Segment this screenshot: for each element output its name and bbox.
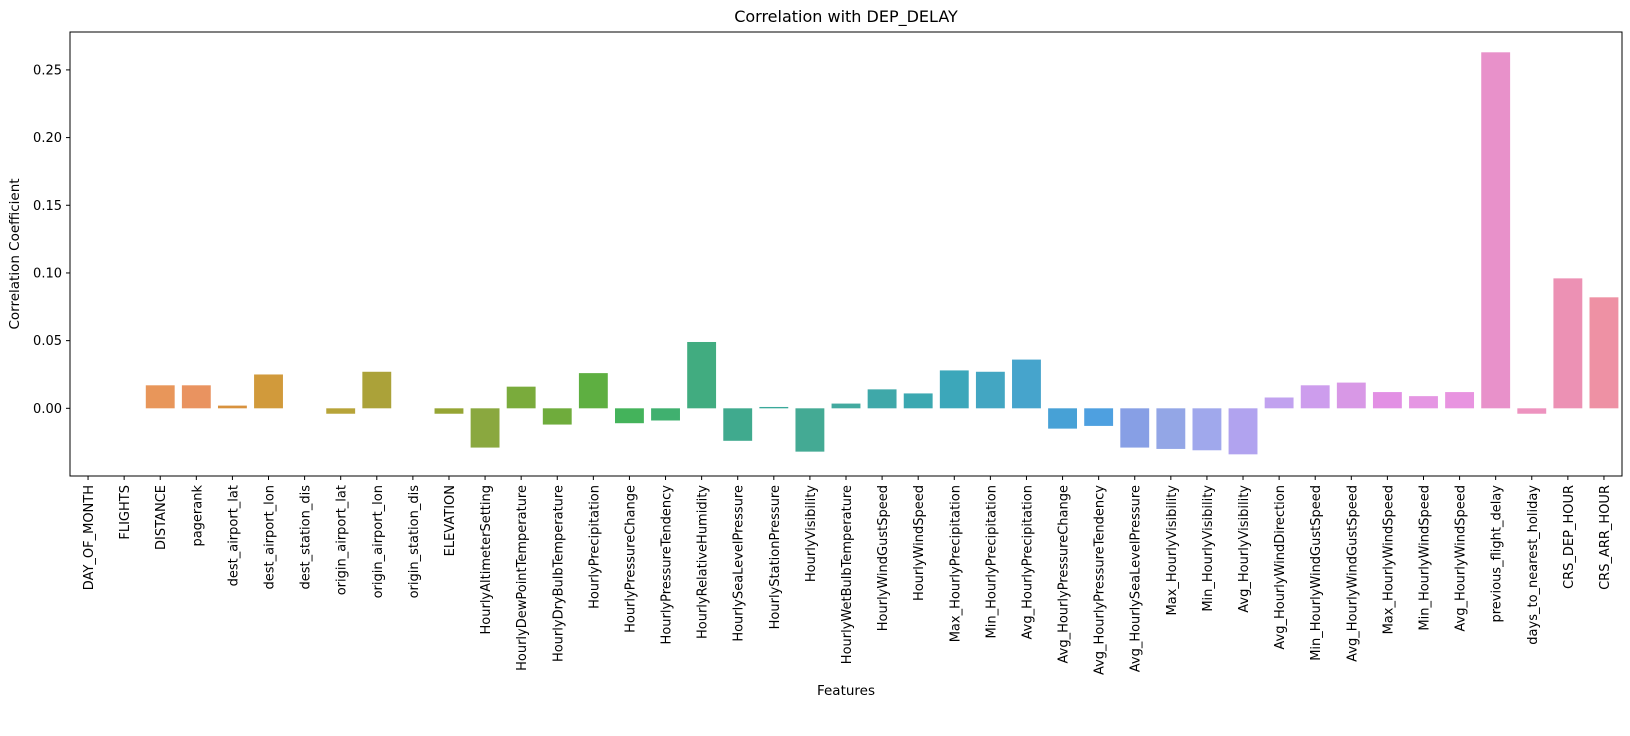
bar-HourlyDryBulbTemperature (542, 408, 572, 425)
bar-Avg_HourlyVisibility (1228, 408, 1258, 455)
x-tick-label: HourlyStationPressure (768, 485, 783, 629)
x-tick-label: dest_airport_lat (226, 485, 241, 586)
x-tick-label: HourlySeaLevelPressure (732, 485, 747, 642)
x-tick-label: previous_flight_delay (1490, 485, 1505, 623)
x-tick-label: Avg_HourlyVisibility (1237, 485, 1252, 613)
bar-origin_airport_lon (362, 371, 392, 409)
bar-pagerank (181, 385, 211, 409)
bars-group (145, 52, 1619, 455)
x-tick-label: Avg_HourlyPressureChange (1057, 485, 1072, 663)
bar-ELEVATION (434, 408, 464, 414)
x-tick-label: FLIGHTS (118, 485, 133, 540)
x-tick-label: origin_station_dis (407, 485, 422, 599)
bar-Max_HourlyVisibility (1156, 408, 1186, 449)
bar-HourlyStationPressure (759, 406, 789, 409)
x-tick-label: HourlyDewPointTemperature (515, 485, 530, 671)
bar-HourlyAltimeterSetting (470, 408, 500, 448)
x-tick-label: days_to_nearest_holiday (1526, 485, 1541, 645)
x-tick-label: HourlyPressureTendency (660, 485, 675, 645)
y-axis-ticks: 0.00 0.05 0.10 0.15 0.20 0.25 (33, 63, 70, 417)
x-tick-label: HourlyWindGustSpeed (876, 485, 891, 631)
y-tick-label: 0.00 (33, 402, 62, 417)
x-tick-label: HourlyWindSpeed (912, 485, 927, 601)
x-tick-label: DAY_OF_MONTH (82, 485, 97, 590)
x-tick-label: Max_HourlyPrecipitation (948, 485, 963, 642)
x-tick-label: Min_HourlyWindSpeed (1417, 485, 1432, 631)
bar-Avg_HourlyWindDirection (1264, 397, 1294, 409)
bar-Avg_HourlyWindGustSpeed (1336, 382, 1366, 409)
y-tick-label: 0.05 (33, 334, 62, 349)
x-tick-label: Avg_HourlyWindDirection (1273, 485, 1288, 650)
bar-Avg_HourlyPressureChange (1048, 408, 1077, 429)
bar-HourlyDewPointTemperature (506, 386, 536, 409)
bar-dest_airport_lat (217, 405, 247, 409)
bar-DISTANCE (145, 385, 175, 409)
x-tick-label: HourlyVisibility (804, 485, 819, 582)
bar-HourlyWetBulbTemperature (831, 403, 861, 409)
x-tick-label: DISTANCE (154, 485, 169, 550)
y-axis-label: Correlation Coefficient (7, 178, 23, 329)
x-tick-label: HourlyDryBulbTemperature (551, 485, 566, 662)
x-tick-label: dest_station_dis (299, 485, 314, 590)
bar-dest_airport_lon (254, 374, 283, 409)
x-tick-label: HourlyWetBulbTemperature (840, 485, 855, 664)
x-tick-label: Min_HourlyWindGustSpeed (1309, 485, 1324, 661)
x-tick-label: Max_HourlyWindSpeed (1381, 485, 1396, 634)
bar-Max_HourlyPrecipitation (939, 370, 969, 409)
plot-frame (69, 31, 1623, 477)
bar-HourlyPressureChange (615, 408, 644, 424)
x-tick-label: HourlyAltimeterSetting (479, 485, 494, 634)
bar-days_to_nearest_holiday (1517, 408, 1547, 414)
chart-title: Correlation with DEP_DELAY (734, 7, 958, 27)
bar-HourlyRelativeHumidity (687, 341, 717, 409)
bar-Avg_HourlyWindSpeed (1445, 392, 1475, 409)
x-tick-label: Avg_HourlyWindSpeed (1454, 485, 1469, 632)
bar-Min_HourlyVisibility (1192, 408, 1222, 451)
y-tick-label: 0.25 (33, 63, 62, 78)
bar-HourlyPrecipitation (578, 373, 608, 409)
bar-previous_flight_delay (1481, 52, 1511, 409)
bar-Min_HourlyWindGustSpeed (1300, 385, 1330, 409)
y-tick-label: 0.10 (33, 266, 62, 281)
bar-HourlyWindGustSpeed (867, 389, 897, 409)
x-tick-label: ELEVATION (443, 485, 458, 556)
x-tick-label: Avg_HourlyWindGustSpeed (1345, 485, 1360, 662)
bar-Min_HourlyPrecipitation (975, 371, 1005, 409)
bar-CRS_DEP_HOUR (1553, 278, 1583, 409)
x-tick-label: origin_airport_lat (335, 485, 350, 595)
bar-Avg_HourlyPrecipitation (1012, 359, 1041, 409)
y-tick-label: 0.20 (33, 131, 62, 146)
x-tick-label: HourlyPressureChange (623, 485, 638, 633)
bar-Min_HourlyWindSpeed (1409, 396, 1438, 409)
x-tick-label: Avg_HourlySeaLevelPressure (1129, 485, 1144, 672)
y-tick-label: 0.15 (33, 199, 62, 214)
x-tick-label: Avg_HourlyPrecipitation (1020, 485, 1035, 639)
bar-Avg_HourlyPressureTendency (1084, 408, 1114, 426)
x-tick-label: pagerank (190, 485, 205, 547)
x-tick-label: dest_airport_lon (263, 485, 278, 590)
x-tick-label: Avg_HourlyPressureTendency (1093, 485, 1108, 675)
bar-HourlyVisibility (795, 408, 825, 452)
x-tick-label: Min_HourlyPrecipitation (984, 485, 999, 638)
x-tick-label: HourlyRelativeHumidity (696, 485, 711, 639)
x-tick-label: Min_HourlyVisibility (1201, 485, 1216, 612)
bar-HourlySeaLevelPressure (723, 408, 753, 441)
x-tick-label: HourlyPrecipitation (587, 485, 602, 609)
x-axis-ticks: DAY_OF_MONTH FLIGHTS DISTANCE pagerank dest_… (82, 476, 1613, 675)
x-tick-label: Max_HourlyVisibility (1165, 485, 1180, 616)
x-tick-label: origin_airport_lon (371, 485, 386, 598)
x-tick-label: CRS_DEP_HOUR (1562, 485, 1577, 589)
x-tick-label: CRS_ARR_HOUR (1598, 485, 1613, 590)
bar-CRS_ARR_HOUR (1589, 297, 1619, 409)
bar-Max_HourlyWindSpeed (1372, 392, 1402, 409)
bar-HourlyPressureTendency (651, 408, 680, 421)
x-axis-label: Features (817, 683, 875, 699)
bar-Avg_HourlySeaLevelPressure (1120, 408, 1150, 448)
bar-origin_airport_lat (326, 408, 356, 414)
bar-HourlyWindSpeed (903, 393, 933, 409)
